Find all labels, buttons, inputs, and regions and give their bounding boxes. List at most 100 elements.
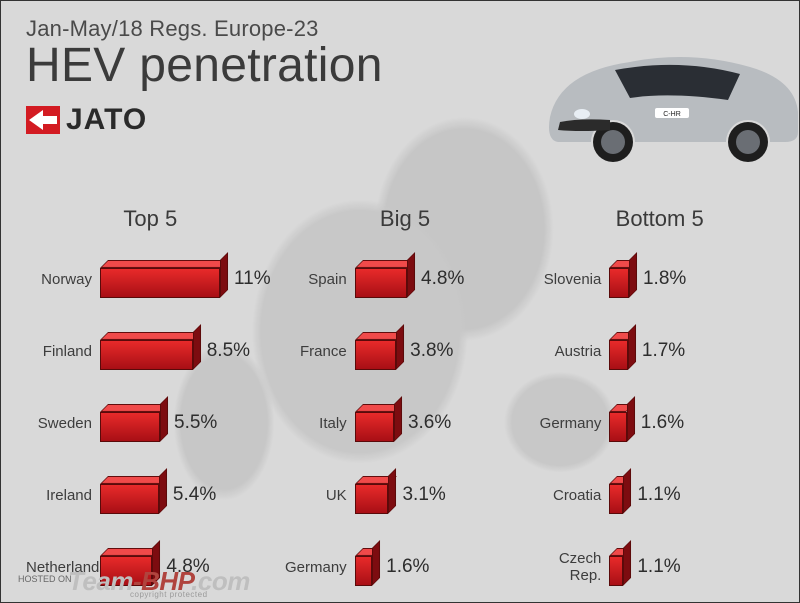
bar-row: Austria 1.7% — [535, 322, 784, 380]
watermark-sub: copyright protected — [130, 590, 208, 599]
bar-row: Croatia 1.1% — [535, 466, 784, 524]
bar-side — [220, 252, 228, 298]
bar — [100, 260, 220, 298]
country-label: Ireland — [26, 487, 100, 504]
bar — [355, 548, 372, 586]
bar-front — [609, 556, 623, 586]
bar-side — [159, 468, 167, 514]
bar — [609, 332, 628, 370]
country-label: Sweden — [26, 415, 100, 432]
country-label: UK — [281, 487, 355, 504]
bar-area: 8.5% — [100, 332, 275, 370]
bar-value: 1.6% — [386, 556, 429, 578]
bar-area: 11% — [100, 260, 275, 298]
jato-logo: JATO — [26, 103, 383, 137]
bar — [609, 548, 623, 586]
bar-area: 5.4% — [100, 476, 275, 514]
bar-row: France 3.8% — [281, 322, 530, 380]
bar-side — [160, 396, 168, 442]
column-2: Bottom 5 Slovenia 1.8% Austria 1.7% Germany1.… — [535, 206, 784, 603]
bar-front — [355, 268, 407, 298]
country-label: France — [281, 343, 355, 360]
bar-side — [629, 252, 637, 298]
watermark-brand-a: Team — [68, 566, 133, 596]
bar-area: 1.1% — [609, 548, 784, 586]
bar — [609, 260, 629, 298]
bar-row: Ireland 5.4% — [26, 466, 275, 524]
bar-row: Czech Rep.1.1% — [535, 538, 784, 596]
bar-front — [609, 484, 623, 514]
bar-front — [355, 340, 396, 370]
column-1: Big 5 Spain 4.8% France 3.8% Italy 3.6% UK3.1% G… — [281, 206, 530, 603]
bar-row: Italy 3.6% — [281, 394, 530, 452]
bar-value: 1.1% — [637, 484, 680, 506]
bar — [100, 476, 159, 514]
country-label: Finland — [26, 343, 100, 360]
jato-logo-text: JATO — [66, 103, 147, 137]
bar-value: 11% — [234, 268, 271, 290]
country-label: Czech Rep. — [535, 550, 609, 584]
bar-area: 3.1% — [355, 476, 530, 514]
column-title: Bottom 5 — [535, 206, 784, 232]
bar-row: Norway 11% — [26, 250, 275, 308]
columns: Top 5Norway11%Finland8.5%Sweden5.5%Irela… — [26, 206, 784, 603]
bar-value: 3.6% — [408, 412, 451, 434]
bar-side — [407, 252, 415, 298]
bar — [355, 260, 407, 298]
bar — [355, 404, 394, 442]
bar-value: 1.7% — [642, 340, 685, 362]
country-label: Slovenia — [535, 271, 609, 288]
bar-front — [100, 340, 193, 370]
bar — [355, 476, 389, 514]
country-label: Spain — [281, 271, 355, 288]
country-label: Croatia — [535, 487, 609, 504]
bar-front — [609, 340, 628, 370]
bar-side — [193, 324, 201, 370]
car-image: C-HR — [540, 22, 800, 162]
bar-row: Slovenia 1.8% — [535, 250, 784, 308]
bar-side — [623, 468, 631, 514]
bar — [355, 332, 396, 370]
bar-side — [394, 396, 402, 442]
bar-value: 4.8% — [421, 268, 464, 290]
column-0: Top 5Norway11%Finland8.5%Sweden5.5%Irela… — [26, 206, 275, 603]
bar-top — [355, 260, 415, 268]
bar-front — [609, 268, 629, 298]
country-label: Austria — [535, 343, 609, 360]
bar-front — [355, 556, 372, 586]
bar-area: 1.6% — [609, 404, 784, 442]
bar-side — [388, 468, 396, 514]
bar-area: 3.6% — [355, 404, 530, 442]
bar-area: 1.1% — [609, 476, 784, 514]
bar-front — [100, 484, 159, 514]
header: Jan-May/18 Regs. Europe-23 HEV penetrati… — [26, 16, 383, 137]
country-label: Italy — [281, 415, 355, 432]
bar-area: 1.8% — [609, 260, 784, 298]
bar-area: 5.5% — [100, 404, 275, 442]
bar-front — [100, 412, 160, 442]
bar-top — [100, 404, 168, 412]
bar-side — [627, 396, 635, 442]
bar — [609, 404, 626, 442]
bar — [609, 476, 623, 514]
bar-front — [609, 412, 626, 442]
bar-value: 5.5% — [174, 412, 217, 434]
bar-row: Germany1.6% — [535, 394, 784, 452]
bar-area: 4.8% — [355, 260, 530, 298]
column-title: Big 5 — [281, 206, 530, 232]
bar-row: Germany 1.6% — [281, 538, 530, 596]
bar-value: 8.5% — [207, 340, 250, 362]
bar-top — [100, 260, 228, 268]
bar-area: 1.6% — [355, 548, 530, 586]
bar-front — [355, 484, 389, 514]
bar-value: 1.8% — [643, 268, 686, 290]
bar-top — [100, 332, 201, 340]
bar-side — [396, 324, 404, 370]
bar-side — [623, 540, 631, 586]
title: HEV penetration — [26, 38, 383, 93]
bar-row: UK3.1% — [281, 466, 530, 524]
bar-value: 5.4% — [173, 484, 216, 506]
bar-value: 3.8% — [410, 340, 453, 362]
country-label: Norway — [26, 271, 100, 288]
country-label: Germany — [281, 559, 355, 576]
